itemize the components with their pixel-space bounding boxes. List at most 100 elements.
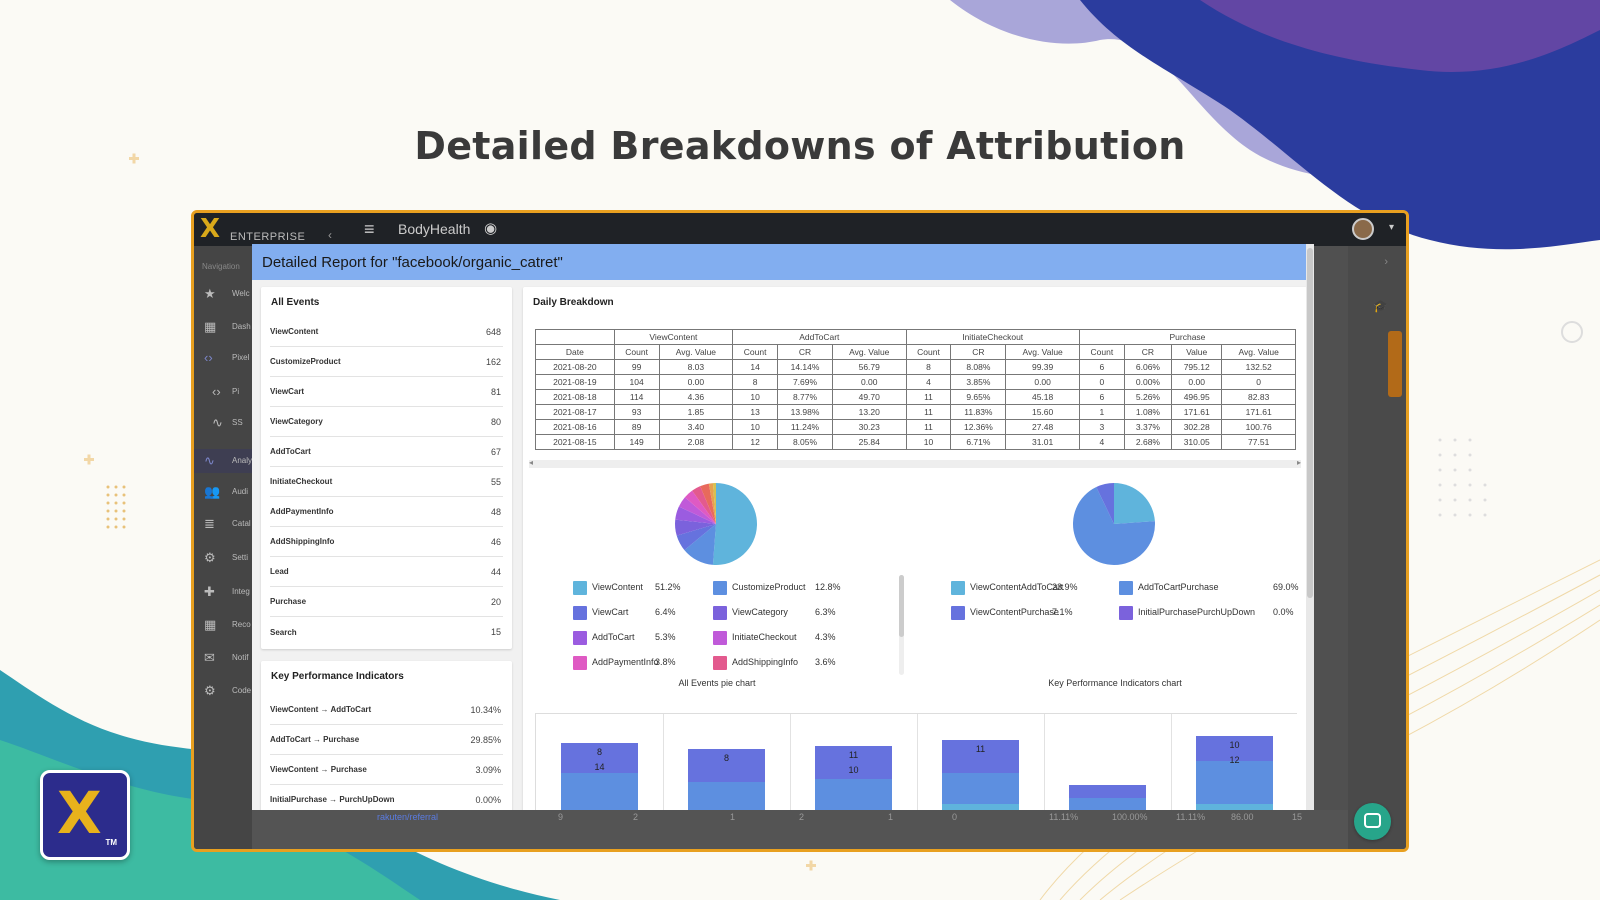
nav-section-label: Navigation: [202, 262, 240, 271]
sidebar-item-audiences[interactable]: 👥 Audi: [194, 480, 254, 504]
bar-segment-initiatecheckout[interactable]: [1196, 736, 1273, 761]
table-cell: 795.12: [1171, 359, 1223, 375]
bar-segment-addtocart[interactable]: [942, 773, 1019, 804]
sidebar-item-integrations[interactable]: ✚ Integ: [194, 580, 254, 604]
modal-scrollbar[interactable]: [1306, 244, 1314, 810]
avatar[interactable]: [1352, 218, 1374, 240]
horizontal-scrollbar[interactable]: ◂ ▸: [529, 458, 1301, 468]
menu-icon[interactable]: ≡: [364, 219, 375, 239]
pie-slice-lead[interactable]: [700, 483, 716, 524]
pie-slice-viewcontentaddtocart[interactable]: [1114, 483, 1155, 524]
sidebar-item-label: SS: [232, 418, 243, 427]
bar-segment-initiatecheckout[interactable]: [942, 739, 1019, 774]
legend-item[interactable]: ViewContentAddToCart 23.9%: [951, 580, 1078, 596]
bar-segment-addtocart[interactable]: [1069, 797, 1146, 810]
sidebar-item-settings[interactable]: ⚙ Setti: [194, 546, 254, 570]
kpi-name: AddToCart → Purchase: [270, 735, 360, 744]
legend-item[interactable]: ViewCategory 6.3%: [713, 605, 836, 621]
pie-slice-purchase[interactable]: [708, 483, 716, 524]
legend-item[interactable]: ViewCart 6.4%: [573, 605, 676, 621]
bar-segment-initiatecheckout[interactable]: [815, 745, 892, 780]
legend-label: ViewCart: [592, 607, 629, 617]
bar-data-label: 8: [596, 746, 602, 757]
legend-item[interactable]: AddToCartPurchase 69.0%: [1119, 580, 1299, 596]
sidebar-item-welcome[interactable]: ★ Welc: [194, 282, 254, 306]
pie-slice-viewcontent[interactable]: [712, 483, 758, 565]
sidebar-item-recommendations[interactable]: ▦ Reco: [194, 613, 254, 637]
table-group-header-cell: AddToCart: [732, 329, 907, 345]
scroll-left-icon[interactable]: ◂: [529, 458, 534, 467]
bar-segment-initiatecheckout[interactable]: [1069, 785, 1146, 798]
scroll-right-icon[interactable]: ▸: [1296, 458, 1301, 467]
table-cell: 171.61: [1171, 404, 1223, 420]
bar-segment-addtocart[interactable]: [561, 773, 638, 810]
bar-segment-addtocart[interactable]: [688, 782, 765, 810]
table-cell: 11: [905, 389, 952, 405]
star-icon: ★: [204, 286, 216, 301]
project-name[interactable]: BodyHealth: [398, 221, 471, 237]
event-count: 81: [490, 386, 501, 397]
bar-segment-addtocart[interactable]: [1196, 760, 1273, 804]
sidebar-subitem-ss[interactable]: ∿ SS: [194, 411, 254, 435]
legend-item[interactable]: InitialPurchasePurchUpDown 0.0%: [1119, 605, 1294, 621]
sidebar-item-notifications[interactable]: ✉ Notif: [194, 646, 254, 670]
list-item: ViewCart 81: [270, 377, 503, 407]
legend-item[interactable]: AddToCart 5.3%: [573, 630, 676, 646]
top-right-wave-accent: [1200, 0, 1600, 72]
sidebar-item-analytics[interactable]: ∿ Analy: [194, 449, 254, 473]
table-cell: 0: [1221, 374, 1296, 390]
table-cell: 8.03: [658, 359, 734, 375]
pie-slice-addtocartpurchase[interactable]: [1073, 487, 1155, 565]
chevron-down-icon[interactable]: ▾: [1388, 222, 1394, 233]
legend-item[interactable]: ViewContent 51.2%: [573, 580, 681, 596]
pie-slice-addpaymentinfo[interactable]: [684, 490, 716, 524]
collapse-sidebar-icon[interactable]: ‹: [328, 228, 332, 242]
pie-slice-initiatecheckout[interactable]: [678, 497, 716, 524]
pie-slice-customizeproduct[interactable]: [684, 524, 716, 565]
legend-scrollbar[interactable]: [899, 575, 904, 675]
kpi-card: Key Performance Indicators ViewContent →…: [261, 661, 512, 810]
bar-segment-initiatecheckout[interactable]: [561, 742, 638, 774]
kpi-title: Key Performance Indicators: [271, 671, 404, 682]
background-row-link[interactable]: rakuten/referral: [377, 812, 439, 822]
right-panel-button[interactable]: [1388, 331, 1402, 397]
chat-launcher-button[interactable]: [1354, 803, 1391, 840]
event-count: 80: [490, 416, 501, 427]
bar-segment-purchase[interactable]: [1196, 803, 1273, 810]
legend-scroll-thumb[interactable]: [899, 575, 904, 637]
legend-swatch: [713, 580, 727, 595]
table-cell: 2021-08-20: [535, 359, 615, 375]
table-cell: 0.00: [1005, 374, 1080, 390]
eye-icon[interactable]: ◉: [484, 220, 498, 237]
modal-scroll-thumb[interactable]: [1307, 248, 1313, 598]
bar-segment-addtocart[interactable]: [815, 779, 892, 810]
pie-slice-addshippinginfo[interactable]: [692, 486, 716, 524]
pie-slice-viewcart[interactable]: [676, 524, 716, 551]
sidebar-item-dashboard[interactable]: ▦ Dash: [194, 315, 254, 339]
legend-item[interactable]: ViewContentPurchase 7.1%: [951, 605, 1073, 621]
pie-slice-search[interactable]: [712, 483, 716, 524]
table-header-row: Date Count Avg. Value Count CR Avg. Value Coun…: [535, 344, 1296, 360]
chevron-right-icon[interactable]: ›: [1384, 256, 1388, 268]
pie-slice-viewcategory[interactable]: [675, 519, 716, 536]
legend-item[interactable]: InitiateCheckout 4.3%: [713, 630, 836, 646]
deco-plus-marks: [84, 153, 816, 871]
table-header-cell: Count: [1078, 344, 1125, 360]
sidebar-item-code[interactable]: ⚙ Code: [194, 679, 254, 703]
legend-item[interactable]: AddShippingInfo 3.6%: [713, 655, 836, 671]
bar-segment-purchase[interactable]: [942, 803, 1019, 810]
trademark-label: TM: [105, 838, 117, 847]
pie-slice-viewcontentpurchase[interactable]: [1096, 483, 1114, 524]
pie-slice-addtocart[interactable]: [675, 506, 716, 524]
bar-segment-initiatecheckout[interactable]: [688, 748, 765, 783]
legend-item[interactable]: AddPaymentInfo 3.8%: [573, 655, 676, 671]
sidebar-subitem-pixel[interactable]: ‹› Pi: [194, 380, 254, 404]
table-cell: 13: [732, 404, 779, 420]
legend-percent: 12.8%: [815, 582, 841, 592]
table-cell: 6: [1078, 359, 1125, 375]
graduation-cap-icon[interactable]: 🎓: [1373, 299, 1388, 313]
sidebar-item-catalog[interactable]: ≣ Catal: [194, 512, 254, 536]
legend-item[interactable]: CustomizeProduct 12.8%: [713, 580, 841, 596]
table-cell: 4: [1078, 434, 1125, 450]
sidebar-item-pixel[interactable]: ‹› Pixel: [194, 346, 254, 370]
